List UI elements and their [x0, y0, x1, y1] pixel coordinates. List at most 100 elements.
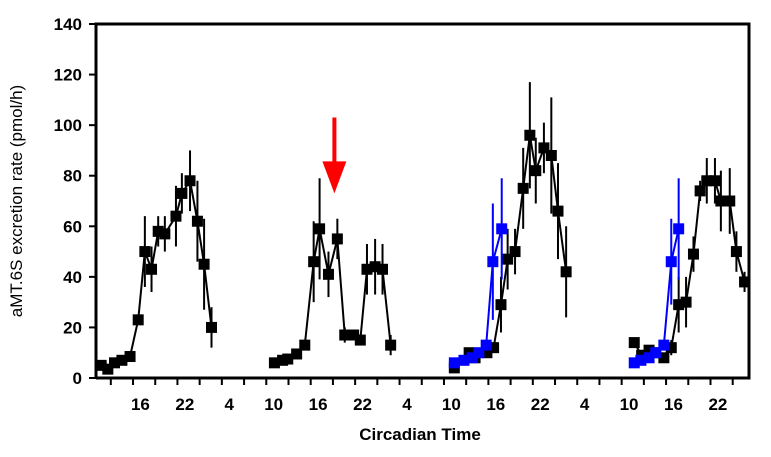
- x-tick-label: 10: [620, 395, 639, 414]
- x-tick-label: 22: [353, 395, 372, 414]
- y-tick-label: 60: [63, 217, 82, 236]
- data-point: [339, 329, 351, 341]
- x-tick-label: 16: [131, 395, 150, 414]
- data-point: [331, 233, 343, 245]
- data-point: [448, 357, 460, 369]
- x-tick-label: 4: [402, 395, 412, 414]
- series-line: [633, 179, 746, 360]
- data-point: [509, 246, 521, 258]
- data-point: [715, 195, 727, 207]
- y-tick-label: 140: [54, 15, 82, 34]
- data-point: [643, 344, 655, 356]
- data-point: [665, 256, 677, 268]
- data-point: [628, 357, 640, 369]
- data-point: [473, 347, 485, 359]
- x-tick-label: 4: [225, 395, 235, 414]
- data-point: [643, 352, 655, 364]
- data-point: [552, 205, 564, 217]
- y-tick-label: 40: [63, 268, 82, 287]
- data-point: [361, 263, 373, 275]
- data-point: [650, 347, 662, 359]
- data-point: [385, 339, 397, 351]
- data-point: [673, 299, 685, 311]
- data-point: [680, 296, 692, 308]
- data-point: [184, 175, 196, 187]
- data-point: [109, 357, 121, 369]
- data-point: [480, 339, 492, 351]
- series-line: [100, 178, 213, 371]
- x-tick-label: 10: [264, 395, 283, 414]
- data-point: [291, 348, 303, 360]
- data-point: [545, 149, 557, 161]
- data-point: [709, 175, 721, 187]
- data-point: [170, 210, 182, 222]
- data-point: [466, 352, 478, 364]
- data-point: [530, 165, 542, 177]
- data-point: [687, 248, 699, 260]
- data-point: [635, 354, 647, 366]
- data-point: [701, 175, 713, 187]
- data-point: [348, 329, 360, 341]
- x-tick-label: 10: [442, 395, 461, 414]
- data-point: [132, 314, 144, 326]
- data-point: [308, 256, 320, 268]
- data-point: [481, 347, 493, 359]
- x-tick-label: 16: [309, 395, 328, 414]
- y-tick-label: 120: [54, 66, 82, 85]
- data-point: [322, 268, 334, 280]
- x-tick-label: 22: [708, 395, 727, 414]
- data-point: [205, 321, 217, 333]
- data-point: [495, 299, 507, 311]
- data-point: [268, 357, 280, 369]
- data-point: [198, 258, 210, 270]
- data-point: [502, 253, 514, 265]
- x-tick-label: 16: [664, 395, 683, 414]
- data-point: [487, 256, 499, 268]
- series-line: [274, 228, 392, 364]
- x-tick-label: 16: [486, 395, 505, 414]
- data-point: [694, 185, 706, 197]
- data-point: [730, 246, 742, 258]
- x-axis-title: Circadian Time: [359, 425, 481, 444]
- data-point: [458, 354, 470, 366]
- data-point: [517, 182, 529, 194]
- x-tick-label: 22: [531, 395, 550, 414]
- data-point: [146, 263, 158, 275]
- data-point: [159, 228, 171, 240]
- data-point: [658, 352, 670, 364]
- y-axis-title: aMT.6S excretion rate (pmol/h): [7, 85, 26, 317]
- x-tick-label: 4: [580, 395, 590, 414]
- data-point: [560, 266, 572, 278]
- y-tick-label: 20: [63, 318, 82, 337]
- data-point: [191, 215, 203, 227]
- data-point: [354, 334, 366, 346]
- data-point: [673, 223, 685, 235]
- data-point: [665, 342, 677, 354]
- data-point: [628, 337, 640, 349]
- data-point: [124, 351, 136, 363]
- data-point: [282, 353, 294, 365]
- data-point: [116, 354, 128, 366]
- data-point: [95, 359, 107, 371]
- data-point: [139, 246, 151, 258]
- data-point: [299, 339, 311, 351]
- data-point: [538, 142, 550, 154]
- data-point: [658, 339, 670, 351]
- data-point: [102, 363, 114, 375]
- data-point: [369, 261, 381, 273]
- plot-frame: [94, 22, 751, 380]
- y-tick-label: 100: [54, 116, 82, 135]
- data-point: [739, 276, 751, 288]
- x-tick-label: 22: [175, 395, 194, 414]
- data-point: [314, 223, 326, 235]
- y-tick-label: 80: [63, 167, 82, 186]
- data-point: [724, 195, 736, 207]
- red-arrow-head: [322, 161, 347, 194]
- y-tick-label: 0: [73, 369, 82, 388]
- data-point: [524, 129, 536, 141]
- data-point: [152, 225, 164, 237]
- data-point: [176, 187, 188, 199]
- data-point: [496, 223, 508, 235]
- data-point: [377, 263, 389, 275]
